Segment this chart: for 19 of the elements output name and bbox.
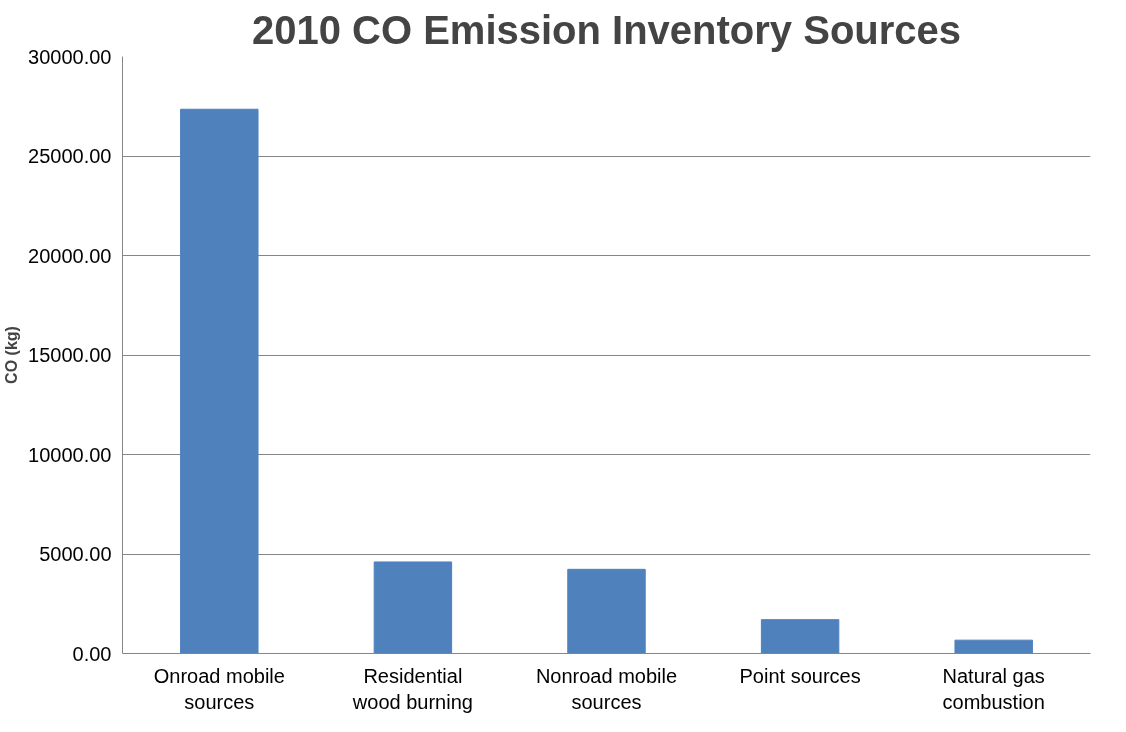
bar [760, 619, 840, 654]
bar [373, 561, 453, 654]
y-tick-label: 30000.00 [28, 45, 112, 68]
bar [567, 568, 646, 654]
y-tick-label: 10000.00 [28, 443, 112, 466]
x-tick-label: Residential wood burning [351, 664, 473, 713]
x-tick-label: Onroad mobile sources [153, 664, 285, 713]
y-tick-label: 25000.00 [28, 145, 112, 167]
bar [180, 108, 259, 654]
x-tick-label: Point sources [739, 664, 861, 687]
y-axis-title: CO (kg) [3, 326, 21, 384]
x-tick-label: Natural gas combustion [942, 664, 1045, 713]
x-tick-label: Nonroad mobile sources [535, 664, 678, 713]
y-tick-label: 15000.00 [28, 344, 112, 366]
chart-title: 2010 CO Emission Inventory Sources [251, 7, 962, 52]
y-tick-label: 0.00 [72, 642, 112, 665]
y-tick-label: 20000.00 [28, 244, 112, 267]
bar [954, 639, 1033, 654]
y-tick-label: 5000.00 [39, 543, 112, 565]
